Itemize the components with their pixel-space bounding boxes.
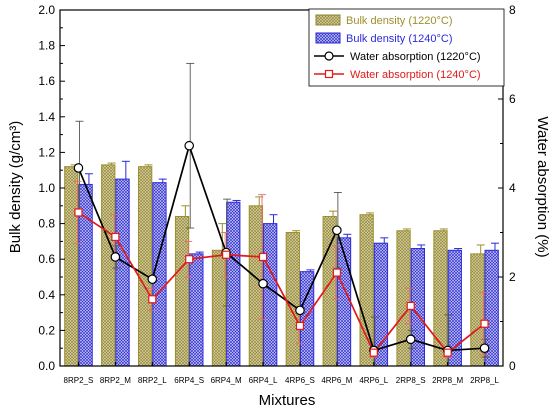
- point-0-4RP6_M: [332, 225, 342, 236]
- bar-1-4RP6_M: [336, 237, 352, 367]
- line-series-0: [77, 142, 485, 352]
- bar-1-6RP4_L: [263, 223, 278, 367]
- legend-label-wa-1220: Water absorption (1220°C): [350, 51, 481, 63]
- point-1-8RP2_M: [111, 232, 120, 242]
- left-tick-label: 1.0: [38, 181, 55, 195]
- legend-swatch-bar-1240: [315, 32, 341, 44]
- point-1-6RP4_M: [222, 250, 231, 259]
- bar-errors-layer: [70, 160, 500, 272]
- bar-1-8RP2_M: [115, 178, 130, 367]
- right-tick-label: 4: [509, 181, 516, 195]
- point-1-2RP8_S: [406, 301, 415, 311]
- point-0-8RP2_M: [110, 252, 121, 262]
- bar-0-8RP2_S: [64, 166, 79, 367]
- point-0-4RP6_S: [295, 305, 305, 316]
- point-1-2RP8_L: [480, 319, 489, 328]
- x-tick-label: 6RP4_L: [249, 376, 278, 385]
- legend-swatch-bar-1220: [315, 14, 341, 26]
- right-tick-label: 2: [509, 270, 516, 284]
- point-0-8RP2_S: [73, 163, 84, 173]
- bar-0-2RP8_M: [433, 230, 448, 367]
- bar-0-8RP2_M: [101, 164, 116, 367]
- x-axis-title: Mixtures: [259, 392, 316, 409]
- lines-layer: [77, 142, 486, 355]
- right-tick-label: 6: [509, 92, 516, 106]
- point-0-6RP4_S: [184, 140, 195, 151]
- bar-0-6RP4_S: [174, 215, 190, 367]
- point-1-4RP6_S: [295, 321, 305, 331]
- legend-label-wa-1240: Water absorption (1240°C): [350, 69, 481, 81]
- bar-0-6RP4_M: [211, 249, 227, 367]
- x-tick-label: 8RP2_L: [138, 376, 167, 385]
- markers-layer: [73, 140, 490, 357]
- bar-1-6RP4_M: [226, 201, 241, 367]
- point-1-8RP2_L: [148, 295, 157, 304]
- legend-marker-wa-1220: [324, 51, 334, 61]
- point-1-6RP4_S: [185, 255, 194, 264]
- x-tick-label: 8RP2_S: [64, 376, 94, 385]
- x-tick-label: 2RP8_M: [432, 376, 463, 385]
- left-tick-label: 1.2: [38, 145, 55, 159]
- legend-label-bar-1220: Bulk density (1220°C): [346, 15, 453, 27]
- legend-label-bar-1240: Bulk density (1240°C): [346, 33, 453, 45]
- x-tick-label: 4RP6_L: [359, 376, 388, 385]
- point-0-2RP8_S: [405, 334, 416, 345]
- x-tick-label: 2RP8_L: [470, 376, 499, 385]
- left-tick-label: 0.8: [38, 217, 55, 231]
- x-tick-label: 8RP2_M: [100, 376, 131, 385]
- left-tick-label: 0.2: [38, 323, 55, 337]
- point-1-4RP6_L: [369, 348, 378, 357]
- x-tick-label: 4RP6_S: [285, 376, 315, 385]
- left-axis-title: Bulk density (g/cm³): [7, 121, 24, 254]
- point-1-8RP2_S: [74, 208, 83, 217]
- x-tick-label: 6RP4_S: [174, 376, 204, 385]
- left-tick-label: 1.8: [38, 39, 55, 53]
- left-axis-ticks: 0.0 0.2 0.4 0.6 0.8 1.0 1.2 1.4 1.6 1.8 2.0: [38, 3, 65, 373]
- line-errors-layer: [73, 62, 490, 367]
- bar-1-6RP4_S: [189, 253, 204, 367]
- bar-0-8RP2_L: [138, 166, 153, 367]
- x-tick-label: 6RP4_M: [211, 376, 242, 385]
- point-0-8RP2_L: [147, 274, 158, 285]
- bar-0-2RP8_S: [396, 230, 411, 367]
- legend: Bulk density (1220°C) Bulk density (1240…: [308, 8, 505, 87]
- x-tick-label: 2RP8_S: [396, 376, 426, 385]
- legend-marker-wa-1240: [324, 69, 334, 79]
- point-0-6RP4_L: [258, 278, 268, 289]
- legend-box: [308, 8, 505, 87]
- left-tick-label: 1.4: [38, 110, 55, 124]
- point-1-4RP6_M: [332, 268, 341, 277]
- left-tick-label: 0.4: [38, 288, 55, 302]
- x-axis-ticks: 8RP2_S 8RP2_M 8RP2_L 6RP4_S 6RP4_M 6RP4_L 4RP6…: [64, 362, 500, 385]
- x-tick-label: 4RP6_M: [321, 376, 352, 385]
- left-tick-label: 0.0: [38, 359, 55, 373]
- left-tick-label: 0.6: [38, 252, 55, 266]
- left-tick-label: 2.0: [38, 3, 55, 17]
- point-1-2RP8_M: [443, 348, 452, 357]
- bar-0-4RP6_S: [285, 232, 300, 367]
- right-axis-title: Water absorption (%): [534, 116, 550, 257]
- left-tick-label: 1.6: [38, 74, 55, 88]
- right-tick-label: 0: [509, 359, 516, 373]
- point-1-6RP4_L: [258, 252, 268, 262]
- bar-0-4RP6_M: [322, 215, 337, 367]
- line-series-1: [77, 211, 486, 355]
- point-0-2RP8_L: [479, 343, 490, 353]
- right-tick-label: 8: [509, 3, 516, 17]
- bar-1-8RP2_L: [152, 182, 167, 367]
